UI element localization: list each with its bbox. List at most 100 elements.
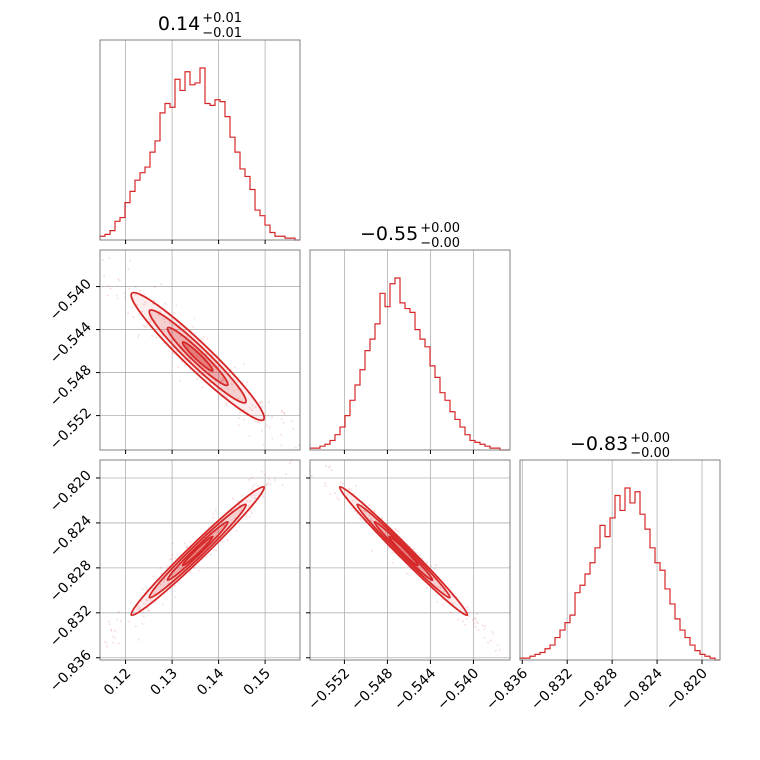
sample-point xyxy=(324,484,327,487)
sample-point xyxy=(250,494,253,497)
sample-point xyxy=(397,530,400,533)
sample-point xyxy=(185,545,188,548)
sample-point xyxy=(144,585,147,588)
sample-point xyxy=(265,424,268,427)
sample-point xyxy=(249,500,252,503)
sample-point xyxy=(222,380,225,383)
sample-point xyxy=(239,411,242,414)
sample-point xyxy=(483,636,486,639)
title-upper-error: +0.00 xyxy=(630,431,670,446)
sample-point xyxy=(149,320,152,323)
sample-point xyxy=(171,542,174,545)
sample-point xyxy=(212,516,215,519)
sample-point xyxy=(467,611,470,614)
sample-point xyxy=(395,529,398,532)
title-lower-error: −0.01 xyxy=(202,26,242,41)
sample-point xyxy=(128,287,131,290)
sample-point xyxy=(106,645,109,648)
sample-point xyxy=(111,635,114,638)
sample-point xyxy=(163,580,166,583)
sample-point xyxy=(265,483,268,486)
sample-point xyxy=(225,395,228,398)
sample-point xyxy=(190,329,193,332)
sample-point xyxy=(234,366,237,369)
sample-point xyxy=(226,387,229,390)
x-tick-label: 0.14 xyxy=(194,665,227,698)
sample-point xyxy=(129,601,132,604)
sample-point xyxy=(137,333,140,336)
sample-point xyxy=(248,435,251,438)
x-tick-label: −0.832 xyxy=(528,666,576,714)
sample-point xyxy=(406,572,409,575)
sample-point xyxy=(127,620,130,623)
sample-point xyxy=(239,509,242,512)
sample-point xyxy=(348,488,351,491)
sample-point xyxy=(368,514,371,517)
sample-point xyxy=(329,493,332,496)
sample-point xyxy=(109,287,112,290)
contour-level-1 xyxy=(148,503,247,599)
sample-point xyxy=(271,437,274,440)
sample-point xyxy=(336,496,339,499)
x-tick-label: −0.828 xyxy=(573,666,621,714)
sample-point xyxy=(273,478,276,481)
sample-point xyxy=(168,322,171,325)
title-param-1: −0.55 xyxy=(360,223,418,245)
sample-point xyxy=(157,313,160,316)
sample-point xyxy=(175,350,178,353)
sample-point xyxy=(184,364,187,367)
sample-point xyxy=(149,598,152,601)
sample-point xyxy=(222,525,225,528)
sample-point xyxy=(449,611,452,614)
sample-point xyxy=(461,620,464,623)
sample-point xyxy=(103,274,106,277)
sample-point xyxy=(114,636,117,639)
sample-point xyxy=(139,289,142,292)
sample-point xyxy=(201,385,204,388)
sample-point xyxy=(163,318,166,321)
sample-point xyxy=(226,539,229,542)
sample-point xyxy=(464,623,467,626)
sample-point xyxy=(248,478,251,481)
sample-point xyxy=(211,365,214,368)
x-tick-label: −0.820 xyxy=(663,666,711,714)
contour-level-3 xyxy=(181,535,214,567)
sample-point xyxy=(484,625,487,628)
sample-point xyxy=(131,306,134,309)
sample-point xyxy=(226,404,229,407)
sample-point xyxy=(117,642,120,645)
sample-point xyxy=(246,381,249,384)
sample-point xyxy=(268,477,271,480)
sample-point xyxy=(373,509,376,512)
sample-point xyxy=(144,325,147,328)
sample-point xyxy=(468,615,471,618)
sample-point xyxy=(110,629,113,632)
sample-point xyxy=(209,553,212,556)
title-upper-error: +0.01 xyxy=(202,11,242,26)
sample-point xyxy=(129,259,132,262)
sample-point xyxy=(146,609,149,612)
sample-point xyxy=(351,499,354,502)
sample-point xyxy=(155,336,158,339)
sample-point xyxy=(101,258,104,261)
sample-point xyxy=(474,625,477,628)
sample-point xyxy=(141,622,144,625)
sample-point xyxy=(151,334,154,337)
sample-point xyxy=(342,483,345,486)
histogram-param-1 xyxy=(309,277,510,451)
sample-point xyxy=(205,353,208,356)
sample-point xyxy=(222,520,225,523)
sample-point xyxy=(243,418,246,421)
sample-point xyxy=(392,561,395,564)
sample-point xyxy=(253,497,256,500)
title-value: −0.55 xyxy=(360,223,418,245)
sample-point xyxy=(418,553,421,556)
sample-point xyxy=(436,585,439,588)
sample-point xyxy=(159,583,162,586)
sample-point xyxy=(172,347,175,350)
sample-point xyxy=(107,284,110,287)
sample-point xyxy=(115,294,118,297)
sample-point xyxy=(142,324,145,327)
sample-point xyxy=(171,351,174,354)
sample-point xyxy=(116,618,119,621)
